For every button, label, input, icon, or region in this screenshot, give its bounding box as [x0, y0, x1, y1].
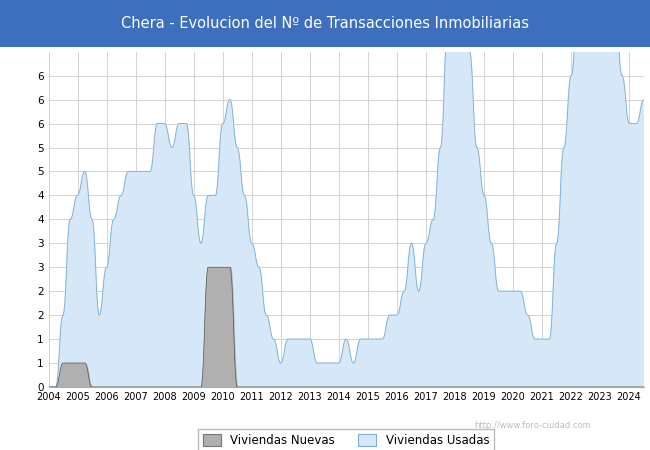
- Legend: Viviendas Nuevas, Viviendas Usadas: Viviendas Nuevas, Viviendas Usadas: [198, 429, 494, 450]
- Text: http://www.foro-ciudad.com: http://www.foro-ciudad.com: [474, 420, 592, 429]
- Text: Chera - Evolucion del Nº de Transacciones Inmobiliarias: Chera - Evolucion del Nº de Transaccione…: [121, 16, 529, 31]
